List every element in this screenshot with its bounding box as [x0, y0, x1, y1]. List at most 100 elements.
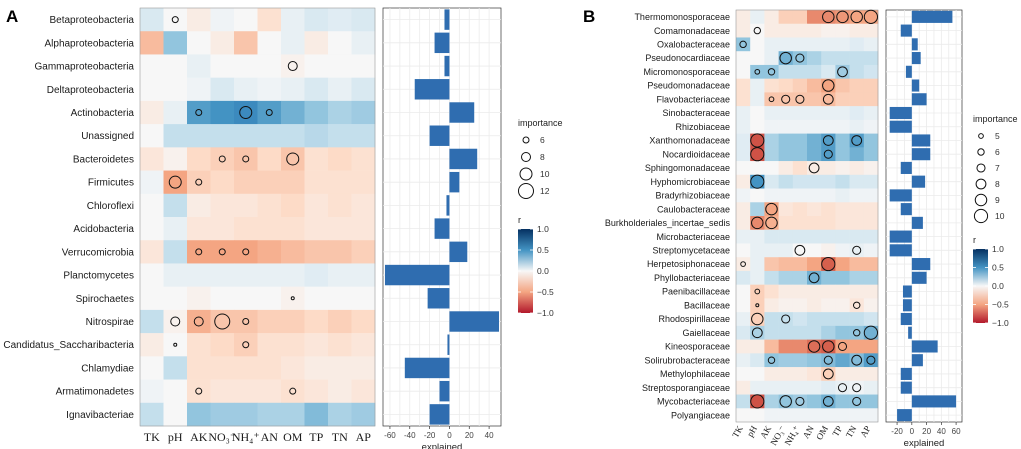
explained-bar-ignavibacteriae [429, 404, 450, 425]
cell-actinobacteria-ak [187, 100, 211, 125]
cell-burkholderiales-incertae-sedis-ph [750, 216, 765, 231]
cell-candidatus-saccharibacteria-tk [140, 333, 164, 357]
cell-microbacteriaceae-an [807, 229, 822, 244]
cell-oxalobacteraceae-tn [849, 37, 865, 52]
cell-flavobacteriaceae-no [778, 92, 794, 107]
cell-sinobacteraceae-tn [849, 106, 865, 121]
cell-phyllobacteriaceae-tk [736, 270, 751, 285]
importance-legend-circle [978, 133, 984, 139]
importance-marker-mycobacteriaceae-om [822, 396, 834, 407]
cell-betaproteobacteria-tk [140, 8, 164, 32]
importance-legend-circle [519, 167, 533, 181]
cell-firmicutes-tn [328, 170, 352, 195]
explained-bar-methylophilaceae [900, 367, 912, 380]
cell-caulobacteraceae-no [778, 202, 794, 217]
cell-chloroflexi-om [281, 193, 305, 218]
cell-burkholderiales-incertae-sedis-tk [736, 216, 751, 231]
row-label-sphingomonadaceae: Sphingomonadaceae [645, 163, 730, 173]
cell-nitrospirae-ak [187, 309, 211, 334]
cell-bradyrhizobiaceae-tp [835, 188, 850, 203]
cell-armatimonadetes-tp [304, 379, 329, 404]
row-label-nitrospirae: Nitrospirae [86, 317, 135, 328]
cell-ignavibacteriae-tk [140, 402, 164, 427]
cell-nitrospirae-an [257, 309, 282, 334]
column-label-om: OM [283, 430, 303, 444]
row-label-gammaproteobacteria: Gammaproteobacteria [35, 62, 135, 73]
row-label-gaiellaceae: Gaiellaceae [682, 328, 730, 338]
explained-tick-label: 40 [485, 431, 494, 440]
cell-sphingomonadaceae-ph [750, 161, 765, 176]
explained-bar-alphaproteobacteria [434, 32, 450, 54]
cell-flavobacteriaceae-ap [863, 92, 879, 107]
cell-chlamydiae-no [210, 356, 235, 380]
cell-alphaproteobacteria-no [210, 31, 235, 55]
cell-kineosporaceae-om [821, 339, 836, 354]
cell-verrucomicrobia-tp [304, 240, 329, 264]
cell-xanthomonadaceae-ap [863, 133, 879, 148]
column-label-ap: AP [858, 424, 872, 439]
explained-bars-panel-b: -20 0 20 40 60 explained [885, 9, 963, 449]
importance-marker-armatimonadetes-om [289, 387, 297, 395]
importance-marker-flavobacteriaceae-ak [768, 96, 775, 103]
cell-streptosporangiaceae-tk [736, 380, 751, 395]
cell-deltaproteobacteria-tp [304, 77, 329, 102]
cell-rhizobiaceae-ph [750, 119, 765, 134]
cell-ignavibacteriae-no [210, 402, 235, 427]
row-label-chlamydiae: Chlamydiae [81, 363, 134, 374]
cell-actinobacteria-tn [328, 100, 352, 125]
importance-marker-verrucomicrobia-ak [195, 248, 203, 256]
cell-xanthomonadaceae-ak [764, 133, 779, 148]
cell-chloroflexi-tp [304, 193, 329, 218]
cell-bradyrhizobiaceae-an [807, 188, 822, 203]
cell-nitrospirae-tn [328, 309, 352, 334]
cell-candidatus-saccharibacteria-no [210, 333, 235, 357]
cell-armatimonadetes-ap [351, 379, 376, 404]
cell-polyangiaceae-ph [750, 408, 765, 423]
cell-micromonosporaceae-tk [736, 64, 751, 79]
importance-marker-candidatus-saccharibacteria-nh [242, 341, 250, 349]
row-label-thermomonosporaceae: Thermomonosporaceae [634, 12, 730, 22]
importance-marker-verrucomicrobia-nh [242, 248, 250, 256]
explained-bar-hyphomicrobiaceae [911, 175, 926, 188]
column-label-tn: TN [332, 430, 348, 444]
importance-marker-xanthomonadaceae-om [822, 135, 834, 146]
importance-marker-nitrospirae-ak [193, 316, 204, 327]
importance-marker-betaproteobacteria-ph [171, 16, 179, 24]
cell-candidatus-saccharibacteria-ap [351, 333, 376, 357]
cell-streptomycetaceae-ak [764, 243, 779, 258]
importance-marker-gaiellaceae-ph [751, 327, 763, 339]
row-label-microbacteriaceae: Microbacteriaceae [656, 232, 730, 242]
cell-bacteroidetes-no [210, 147, 235, 171]
cell-pseudonocardiaceae-ak [764, 51, 779, 66]
cell-thermomonosporaceae-ak [764, 10, 779, 25]
cell-mycobacteriaceae-ak [764, 394, 779, 409]
importance-marker-mycobacteriaceae-nh [795, 396, 805, 406]
cell-spirochaetes-tk [140, 286, 164, 311]
cell-paenibacillaceae-no [778, 284, 794, 299]
cell-rhodospirillaceae-nh [792, 312, 808, 327]
r-colorbar-label: −0.5 [537, 287, 554, 297]
importance-marker-bacillaceae-tn [853, 301, 861, 309]
row-label-pseudomonadaceae: Pseudomonadaceae [647, 81, 730, 91]
cell-gammaproteobacteria-om [281, 54, 305, 78]
row-label-paenibacillaceae: Paenibacillaceae [662, 287, 730, 297]
cell-phyllobacteriaceae-no [778, 270, 794, 285]
explained-bar-nitrospirae [449, 311, 500, 332]
cell-xanthomonadaceae-an [807, 133, 822, 148]
cell-ignavibacteriae-ak [187, 402, 211, 427]
cell-ignavibacteriae-tp [304, 402, 329, 427]
cell-chloroflexi-no [210, 193, 235, 218]
importance-marker-herpetosiphonaceae-om [821, 256, 836, 272]
explained-bar-kineosporaceae [911, 340, 938, 353]
column-label-nh: NH₄⁺ [232, 430, 260, 444]
cell-mycobacteriaceae-an [807, 394, 822, 409]
cell-armatimonadetes-om [281, 379, 305, 404]
cell-thermomonosporaceae-no [778, 10, 794, 25]
row-label-comamonadaceae: Comamonadaceae [654, 26, 730, 36]
cell-verrucomicrobia-tn [328, 240, 352, 264]
cell-bacteroidetes-an [257, 147, 282, 171]
cell-gammaproteobacteria-an [257, 54, 282, 78]
importance-marker-mycobacteriaceae-ph [750, 394, 765, 409]
cell-unassigned-ph [163, 124, 188, 148]
cell-sphingomonadaceae-ap [863, 161, 879, 176]
